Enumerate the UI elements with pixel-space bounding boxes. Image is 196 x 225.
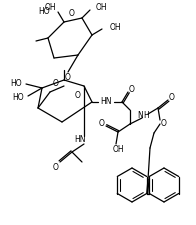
Text: HN: HN xyxy=(100,97,112,106)
Text: HO: HO xyxy=(12,92,24,101)
Text: OH: OH xyxy=(96,2,108,11)
Text: HO: HO xyxy=(10,79,22,88)
Text: O: O xyxy=(75,92,81,101)
Text: O: O xyxy=(99,119,105,128)
Text: HO: HO xyxy=(38,7,50,16)
Text: OH: OH xyxy=(110,23,122,32)
Text: O: O xyxy=(65,74,71,83)
Text: O: O xyxy=(53,162,59,171)
Text: OH: OH xyxy=(112,144,124,153)
Text: O: O xyxy=(129,86,135,94)
Text: O: O xyxy=(53,79,59,88)
Text: HN: HN xyxy=(74,135,86,144)
Text: O: O xyxy=(161,119,167,128)
Text: H: H xyxy=(143,112,149,121)
Text: O: O xyxy=(69,9,75,18)
Text: O: O xyxy=(169,94,175,103)
Text: N: N xyxy=(137,112,143,121)
Text: OH: OH xyxy=(44,4,56,13)
